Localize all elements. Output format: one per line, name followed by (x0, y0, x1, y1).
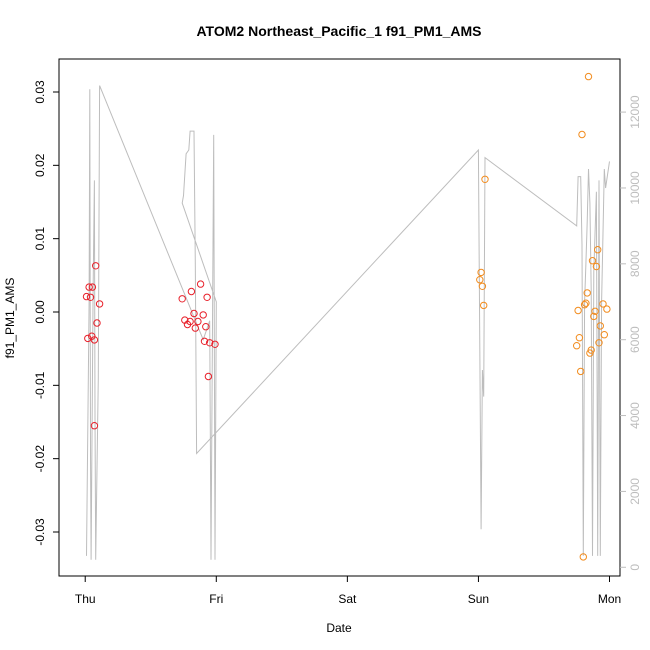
data-point (90, 336, 99, 344)
data-point (187, 287, 196, 296)
y2-tick-label: 0 (628, 564, 642, 571)
data-point (594, 246, 602, 254)
y-axis-label: f91_PM1_AMS (3, 278, 17, 359)
data-point (579, 553, 587, 561)
data-point (478, 282, 487, 290)
axes-layer: Thu Fri Sat Sun Mon -0.03 -0.02 -0.01 0.00 0.01 0.… (33, 80, 642, 606)
data-point (90, 422, 99, 430)
data-point (587, 346, 595, 354)
point-series-layer (82, 72, 611, 561)
data-point (191, 324, 200, 332)
data-point (577, 367, 585, 376)
data-point (603, 305, 611, 313)
data-point (573, 342, 581, 350)
data-point (481, 175, 489, 184)
data-point (588, 257, 597, 265)
plot-frame (58, 58, 621, 577)
y-tick-label: 0.03 (33, 80, 47, 104)
data-point (199, 311, 207, 319)
y2-tick-label: 2000 (628, 478, 642, 505)
data-point (178, 295, 186, 303)
y-tick-label: -0.02 (33, 445, 47, 473)
data-point (580, 301, 589, 309)
series-line (86, 85, 610, 560)
data-point (88, 283, 97, 291)
data-point (575, 334, 584, 342)
data-point (200, 337, 209, 345)
data-point (86, 293, 95, 301)
data-point (574, 306, 582, 315)
y2-tick-label: 4000 (628, 402, 642, 429)
data-point (477, 268, 485, 277)
x-axis-label: Date (326, 621, 352, 635)
data-point (592, 262, 601, 271)
data-point (82, 292, 91, 301)
data-point (92, 262, 100, 270)
data-point (211, 340, 219, 348)
data-point (480, 301, 488, 310)
x-tick-label: Mon (598, 592, 621, 606)
y-tick-label: -0.01 (33, 371, 47, 399)
x-tick-label: Sat (338, 592, 357, 606)
y-tick-label: 0.00 (33, 300, 47, 324)
data-point (476, 276, 484, 284)
y-tick-label: -0.03 (33, 518, 47, 546)
data-point (583, 289, 591, 297)
data-point (196, 280, 205, 288)
y2-tick-label: 12000 (628, 95, 642, 129)
data-point (599, 300, 607, 308)
data-point (88, 332, 96, 340)
data-point (582, 299, 590, 307)
data-point (591, 307, 599, 315)
data-point (206, 339, 214, 347)
data-point (84, 334, 92, 343)
data-point (590, 312, 598, 321)
x-tick-label: Fri (209, 592, 223, 606)
y-tick-label: 0.02 (33, 153, 47, 177)
x-tick-label: Thu (75, 592, 96, 606)
x-tick-label: Sun (468, 592, 489, 606)
data-point (194, 317, 202, 326)
data-point (95, 300, 104, 308)
y2-tick-label: 10000 (628, 171, 642, 205)
data-point (595, 339, 603, 347)
y2-tick-label: 8000 (628, 250, 642, 277)
data-point (596, 322, 604, 330)
data-point (93, 319, 101, 327)
data-point (186, 317, 194, 326)
data-point (204, 372, 213, 381)
y-tick-label: 0.01 (33, 227, 47, 251)
data-point (578, 130, 586, 139)
data-point (203, 293, 211, 301)
data-point (85, 283, 93, 291)
chart-title: ATOM2 Northeast_Pacific_1 f91_PM1_AMS (196, 23, 481, 39)
line-series-layer (86, 85, 610, 560)
y2-tick-label: 6000 (628, 326, 642, 353)
data-point (600, 331, 608, 339)
data-point (190, 309, 198, 318)
data-point (202, 323, 210, 331)
data-point (584, 72, 593, 81)
